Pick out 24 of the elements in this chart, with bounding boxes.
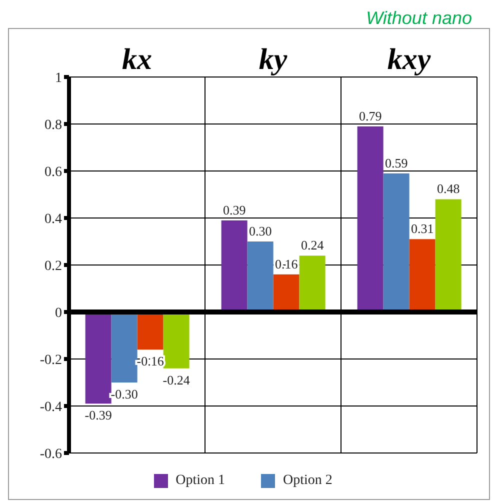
- y-tick-label: 1: [55, 70, 62, 86]
- legend-label: Option 2: [283, 473, 332, 489]
- y-tick-label: -0.2: [40, 352, 62, 368]
- y-tick-label: 0.6: [44, 164, 62, 180]
- x-tick-label: kx: [122, 43, 152, 76]
- y-tick-label: -0.4: [40, 400, 62, 415]
- data-label: 0.31: [410, 221, 434, 236]
- x-tick-label: ky: [258, 43, 288, 76]
- data-label: 0.79: [358, 108, 382, 124]
- data-label: -0.39: [84, 408, 112, 423]
- data-label: 0.39: [222, 202, 246, 218]
- x-tick-label: kxy: [387, 43, 432, 76]
- data-label: -0.24: [162, 372, 190, 388]
- y-tick-label: 0.8: [44, 118, 62, 133]
- data-label: 0.48: [436, 181, 460, 196]
- data-label: 0.59: [384, 155, 408, 170]
- chart-title: Without nano: [365, 8, 473, 28]
- y-tick-label: -0.6: [40, 446, 62, 462]
- legend-label: Option 1: [176, 473, 225, 489]
- data-label: 0.24: [300, 238, 324, 253]
- y-tick-label: 0.4: [44, 212, 62, 227]
- y-tick-label: 0.2: [44, 258, 62, 274]
- data-label: 0.30: [248, 224, 272, 238]
- y-tick-label: 0: [55, 306, 62, 321]
